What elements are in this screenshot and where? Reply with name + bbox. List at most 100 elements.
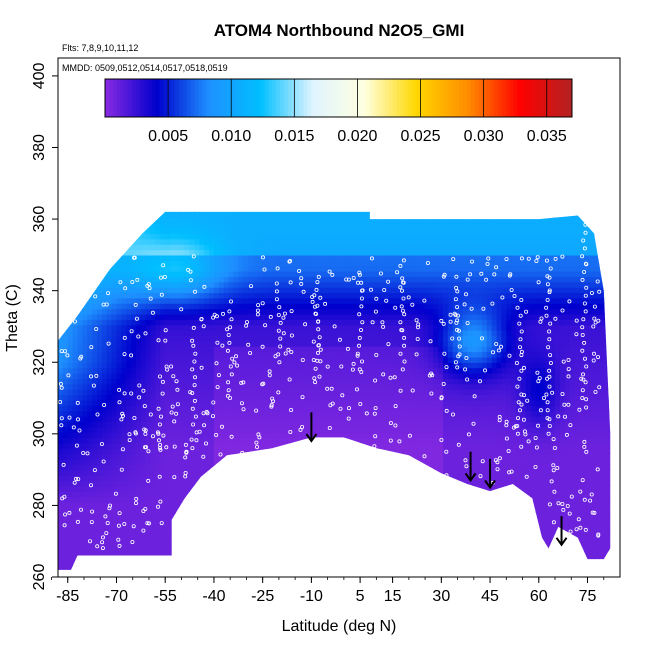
field-cell: [252, 281, 259, 288]
field-cell: [106, 378, 113, 385]
field-cell: [145, 260, 152, 267]
field-cell: [399, 421, 405, 428]
field-cell: [330, 437, 337, 444]
field-cell: [257, 211, 264, 213]
field-cell: [194, 281, 200, 288]
field-cell: [374, 399, 381, 406]
field-cell: [140, 442, 147, 449]
field-cell: [340, 555, 347, 562]
field-cell: [379, 464, 386, 471]
field-cell: [174, 313, 181, 320]
field-cell: [238, 512, 244, 519]
field-cell: [326, 287, 332, 294]
field-cell: [335, 453, 342, 460]
field-cell: [174, 383, 181, 390]
field-cell: [252, 496, 259, 503]
field-cell: [145, 346, 152, 353]
field-cell: [111, 335, 118, 342]
field-cell: [340, 566, 347, 570]
field-cell: [87, 276, 93, 283]
field-cell: [165, 313, 171, 320]
field-cell: [404, 458, 410, 465]
field-cell: [374, 507, 381, 514]
field-cell: [77, 480, 83, 487]
field-cell: [335, 346, 342, 353]
field-cell: [189, 308, 196, 315]
field-cell: [97, 544, 103, 551]
field-cell: [238, 469, 244, 476]
field-cell: [262, 324, 269, 331]
field-cell: [136, 303, 142, 310]
field-cell: [87, 560, 93, 567]
field-cell: [267, 448, 273, 455]
field-cell: [131, 528, 137, 535]
field-cell: [296, 496, 303, 503]
field-cell: [62, 254, 69, 261]
field-cell: [223, 265, 230, 272]
field-cell: [316, 217, 322, 224]
field-cell: [67, 517, 74, 524]
field-cell: [87, 313, 93, 320]
field-cell: [140, 539, 147, 546]
field-cell: [238, 367, 244, 374]
field-cell: [321, 211, 327, 213]
field-cell: [223, 560, 230, 567]
field-cell: [238, 254, 244, 261]
field-cell: [355, 512, 361, 519]
field-cell: [272, 453, 278, 460]
field-cell: [282, 330, 288, 336]
field-cell: [82, 560, 88, 567]
field-cell: [77, 281, 83, 288]
field-cell: [101, 550, 108, 557]
field-cell: [194, 260, 200, 267]
field-cell: [213, 217, 220, 224]
field-cell: [291, 287, 298, 294]
field-cell: [58, 421, 64, 428]
field-cell: [101, 426, 108, 433]
field-cell: [170, 292, 176, 299]
field-cell: [330, 534, 337, 540]
field-cell: [179, 399, 186, 406]
field-cell: [140, 528, 147, 535]
field-cell: [136, 399, 142, 406]
field-cell: [126, 297, 132, 304]
field-cell: [384, 362, 390, 369]
field-cell: [350, 399, 356, 406]
field-cell: [291, 373, 298, 379]
field-cell: [379, 512, 386, 519]
field-cell: [394, 437, 400, 444]
field-cell: [267, 367, 273, 374]
field-cell: [145, 437, 152, 444]
field-cell: [58, 244, 64, 251]
field-cell: [301, 211, 308, 213]
field-cell: [248, 276, 254, 283]
field-cell: [58, 448, 64, 455]
field-cell: [248, 496, 254, 503]
field-cell: [121, 544, 127, 551]
field-cell: [330, 211, 337, 213]
field-cell: [369, 276, 376, 283]
field-cell: [72, 512, 79, 519]
field-cell: [145, 303, 152, 310]
field-cell: [194, 346, 200, 353]
field-cell: [72, 324, 79, 331]
field-cell: [106, 383, 113, 390]
field-cell: [58, 313, 64, 320]
field-cell: [384, 303, 390, 310]
field-cell: [77, 303, 83, 310]
field-cell: [97, 254, 103, 261]
field-cell: [287, 523, 293, 530]
field-cell: [355, 437, 361, 444]
field-cell: [394, 469, 400, 476]
field-cell: [369, 485, 376, 492]
field-cell: [326, 528, 332, 535]
field-cell: [184, 319, 191, 326]
field-cell: [243, 319, 249, 326]
field-cell: [243, 292, 249, 299]
field-cell: [106, 523, 113, 530]
field-cell: [150, 405, 157, 412]
field-cell: [311, 254, 317, 261]
field-cell: [189, 517, 196, 524]
field-cell: [111, 415, 118, 422]
field-cell: [111, 271, 118, 277]
